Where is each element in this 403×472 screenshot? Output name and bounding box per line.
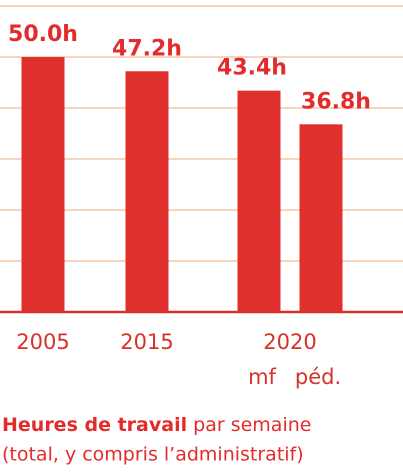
caption-line-1: Heures de travail par semaine [2,414,311,436]
caption-normal: par semaine [187,414,311,436]
x-tick-label: mf [248,365,276,389]
value-label: 47.2h [112,36,182,61]
bar [21,57,65,312]
bar [237,90,281,312]
value-label: 36.8h [301,89,371,114]
bar [299,124,343,312]
value-label: 50.0h [8,22,78,47]
x-tick-label: 2005 [16,330,69,354]
bar [125,71,169,312]
value-label: 43.4h [217,56,287,81]
x-tick-label: péd. [295,365,341,389]
x-tick-label: 2015 [120,330,173,354]
x-group-label: 2020 [263,330,316,354]
caption-line-2: (total, y compris l’administratif) [2,444,304,466]
caption-bold: Heures de travail [2,414,187,436]
